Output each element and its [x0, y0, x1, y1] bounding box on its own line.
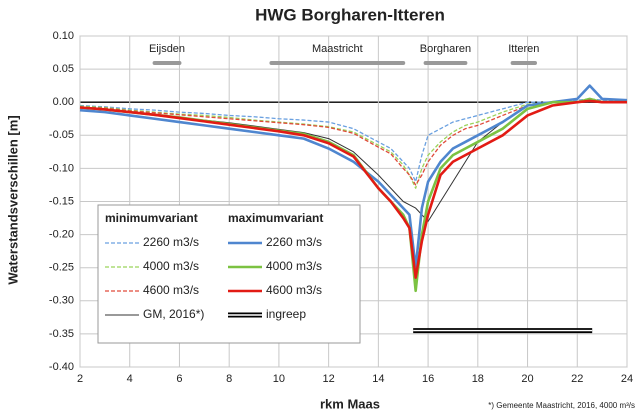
legend-title: maximumvariant [228, 211, 323, 225]
y-tick-label: 0.05 [53, 63, 74, 75]
legend-label: 4000 m3/s [143, 259, 199, 273]
legend-label: 2260 m3/s [143, 235, 199, 249]
y-tick-label: -0.15 [49, 195, 74, 207]
y-tick-label: -0.05 [49, 129, 74, 141]
x-tick-label: 6 [176, 373, 182, 385]
region-label: Borgharen [420, 43, 471, 55]
x-tick-label: 8 [226, 373, 232, 385]
series-line [79, 99, 627, 279]
x-tick-label: 20 [521, 373, 533, 385]
y-tick-label: -0.40 [49, 361, 74, 373]
y-tick-label: -0.10 [49, 162, 74, 174]
legend-label: 4600 m3/s [266, 283, 322, 297]
legend-label: ingreep [266, 307, 306, 321]
y-tick-label: 0.00 [53, 96, 74, 108]
series-line [79, 98, 628, 183]
y-tick-label: 0.10 [53, 30, 74, 42]
legend-label: 4000 m3/s [266, 259, 322, 273]
x-tick-label: 2 [77, 373, 83, 385]
x-tick-label: 18 [472, 373, 484, 385]
y-tick-label: -0.25 [49, 262, 74, 274]
legend-label: 4600 m3/s [143, 283, 199, 297]
x-tick-label: 16 [422, 373, 434, 385]
x-axis-label: rkm Maas [320, 396, 380, 411]
chart-title: HWG Borgharen-Itteren [255, 5, 445, 24]
series-line [79, 100, 627, 189]
x-tick-label: 22 [571, 373, 583, 385]
series-line [79, 100, 627, 186]
y-axis-label: Waterstandsverschillen [m] [5, 115, 20, 284]
y-tick-label: -0.35 [49, 328, 74, 340]
x-tick-label: 24 [621, 373, 633, 385]
y-tick-label: -0.30 [49, 295, 74, 307]
y-tick-label: -0.20 [49, 229, 74, 241]
legend-label: 2260 m3/s [266, 235, 322, 249]
region-label: Eijsden [149, 43, 185, 55]
x-tick-label: 4 [127, 373, 133, 385]
x-tick-label: 10 [273, 373, 285, 385]
legend-box [97, 204, 361, 344]
region-label: Itteren [508, 43, 539, 55]
legend-title: minimumvariant [105, 211, 198, 225]
legend-label: GM, 2016*) [143, 307, 204, 321]
region-label: Maastricht [312, 43, 363, 55]
series-line [79, 84, 628, 269]
x-tick-label: 14 [372, 373, 384, 385]
x-tick-label: 12 [323, 373, 335, 385]
footnote: *) Gemeente Maastricht, 2016, 4000 m³/s [488, 401, 635, 410]
